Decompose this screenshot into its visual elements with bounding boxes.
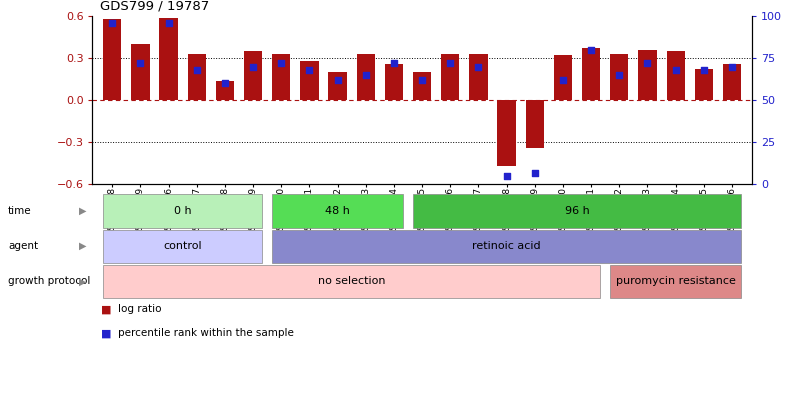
Bar [525,100,544,148]
Bar [385,64,402,100]
Point [247,63,259,70]
Bar [441,54,459,100]
Bar [243,51,262,100]
Bar [469,54,487,100]
Bar [159,17,177,100]
Point [584,47,597,53]
Bar [609,54,628,100]
Bar [413,72,430,100]
Bar [694,69,712,100]
Bar [328,72,346,100]
Point [218,80,231,87]
Point [162,20,175,26]
Bar [131,44,149,100]
Point [443,60,456,66]
Text: agent: agent [8,241,38,251]
Text: puromycin resistance: puromycin resistance [615,277,735,286]
Point [696,67,709,73]
Bar [553,55,572,100]
Point [612,72,625,78]
Text: control: control [163,241,202,251]
Bar [271,54,290,100]
Text: percentile rank within the sample: percentile rank within the sample [118,328,294,339]
Bar [666,51,684,100]
Point [275,60,287,66]
Point [724,63,737,70]
Text: ▶: ▶ [79,206,86,216]
Text: retinoic acid: retinoic acid [471,241,540,251]
Point [499,173,512,179]
Point [387,60,400,66]
Bar [357,54,374,100]
Text: time: time [8,206,31,216]
Point [528,169,540,176]
Point [190,67,203,73]
Text: ■: ■ [100,328,111,339]
Point [668,67,681,73]
Point [359,72,372,78]
Bar [300,61,318,100]
Point [471,63,484,70]
Bar [722,64,740,100]
Text: ■: ■ [100,304,111,314]
Text: log ratio: log ratio [118,304,161,314]
Text: GDS799 / 19787: GDS799 / 19787 [100,0,210,12]
Text: no selection: no selection [317,277,385,286]
Point [331,77,344,83]
Bar [638,50,656,100]
Bar [497,100,516,166]
Bar [103,19,121,100]
Bar [581,49,600,100]
Text: ▶: ▶ [79,241,86,251]
Point [556,77,569,83]
Bar [187,54,206,100]
Point [134,60,147,66]
Point [415,77,428,83]
Text: 48 h: 48 h [324,206,349,216]
Point [640,60,653,66]
Text: growth protocol: growth protocol [8,277,90,286]
Text: 96 h: 96 h [564,206,589,216]
Point [303,67,316,73]
Bar [215,81,234,100]
Text: ▶: ▶ [79,277,86,286]
Text: 0 h: 0 h [173,206,191,216]
Point [106,20,119,26]
